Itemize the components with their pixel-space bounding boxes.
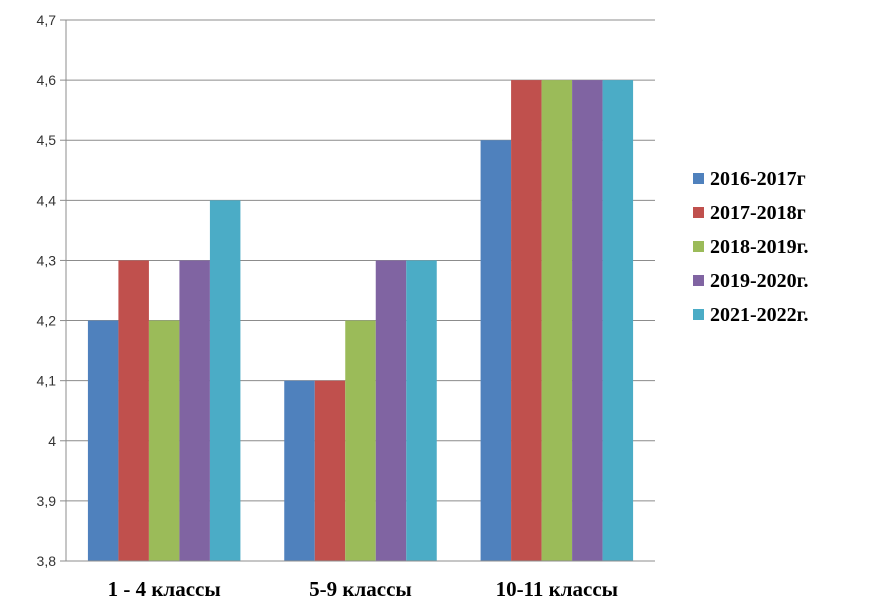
bar-2021-2022г.-10-11 классы <box>602 80 634 561</box>
bar-2016-2017г-10-11 классы <box>480 140 512 561</box>
y-tick-label: 3,8 <box>37 553 57 569</box>
y-tick-label: 4 <box>48 433 56 449</box>
bar-2016-2017г-5-9 классы <box>284 380 315 561</box>
bar-2021-2022г.-1 - 4 классы <box>209 200 241 562</box>
bar-2017-2018г-10-11 классы <box>511 80 542 561</box>
legend-label: 2016-2017г <box>710 168 806 190</box>
y-tick-label: 4,7 <box>37 12 57 28</box>
y-tick-labels: 3,8 3,9 4 4,1 4,2 4,3 4,4 4,5 4,6 4,7 <box>37 12 57 569</box>
category-labels: 1 - 4 классы 5-9 классы 10-11 классы <box>108 577 619 600</box>
bars <box>87 80 634 562</box>
bar-2018-2019г.-10-11 классы <box>541 80 573 561</box>
bar-2021-2022г.-5-9 классы <box>406 260 437 561</box>
legend-label: 2017-2018г <box>710 202 806 224</box>
bar-2016-2017г-1 - 4 классы <box>87 320 119 561</box>
bar-2017-2018г-1 - 4 классы <box>118 260 149 561</box>
bar-2019-2020г.-1 - 4 классы <box>179 260 210 561</box>
y-tick-label: 4,2 <box>37 313 57 329</box>
bar-2019-2020г.-10-11 классы <box>572 80 603 561</box>
y-tick-label: 4,5 <box>37 132 57 148</box>
y-tick-label: 3,9 <box>37 493 57 509</box>
legend-swatch <box>693 207 704 218</box>
legend-swatch <box>693 173 704 184</box>
y-tick-label: 4,3 <box>37 252 57 268</box>
bar-2018-2019г.-5-9 классы <box>345 320 376 561</box>
x-category-label: 1 - 4 классы <box>108 577 221 600</box>
legend-label: 2021-2022г. <box>710 304 809 326</box>
y-tick-label: 4,4 <box>37 192 57 208</box>
x-category-label: 10-11 классы <box>496 577 619 600</box>
bar-2017-2018г-5-9 классы <box>314 380 346 561</box>
legend-swatch <box>693 275 704 286</box>
legend-label: 2018-2019г. <box>710 236 809 258</box>
legend-swatch <box>693 309 704 320</box>
axes <box>60 19 655 562</box>
y-tick-label: 4,1 <box>37 373 57 389</box>
y-tick-label: 4,6 <box>37 72 57 88</box>
legend-label: 2019-2020г. <box>710 270 809 292</box>
legend-swatch <box>693 241 704 252</box>
legend: 2016-2017г 2017-2018г 2018-2019г. 2019-2020… <box>693 168 809 326</box>
bar-2019-2020г.-5-9 классы <box>375 260 407 561</box>
bar-2018-2019г.-1 - 4 классы <box>148 320 180 561</box>
x-category-label: 5-9 классы <box>309 577 412 600</box>
